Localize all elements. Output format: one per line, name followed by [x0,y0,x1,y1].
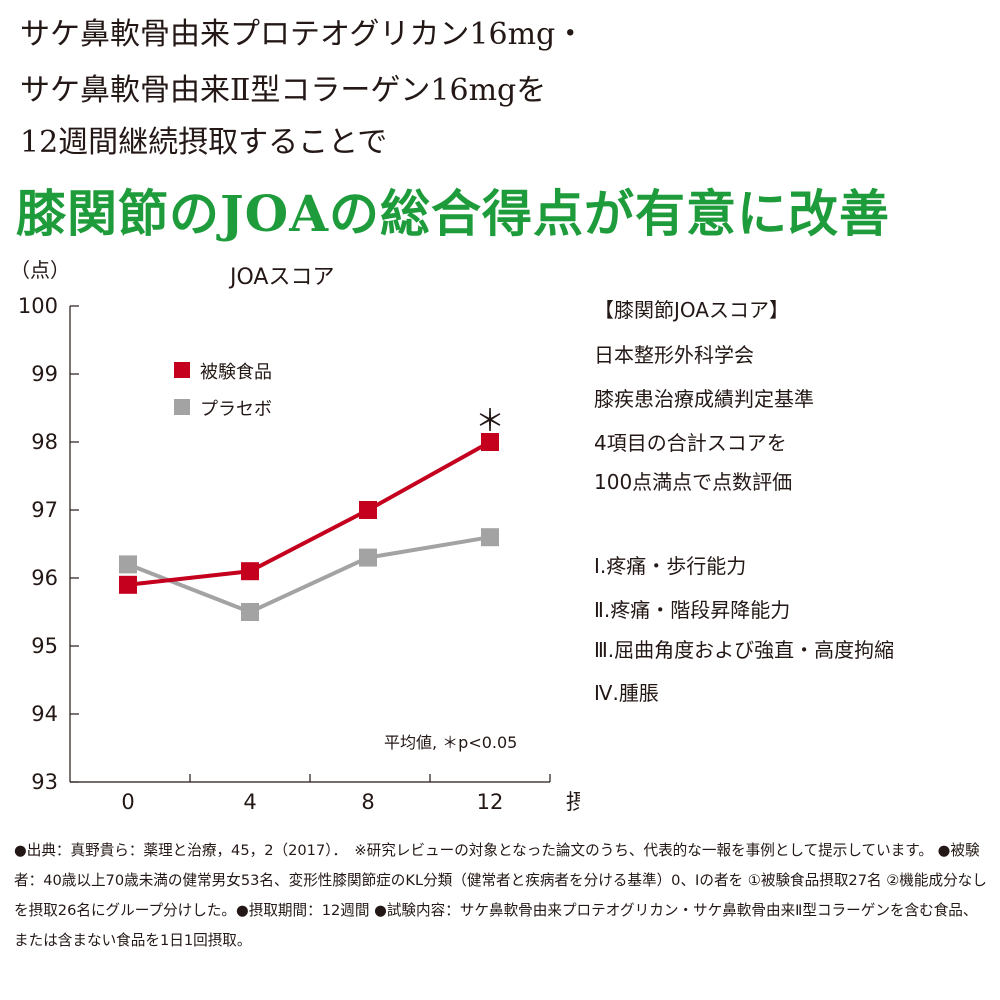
data-point [119,575,137,594]
info-box-line: 日本整形外科学会 [594,343,754,367]
footnote-text: ●出典：真野貴ら：薬理と治療，45，2（2017）． ※研究レビューの対象となっ… [14,842,987,949]
data-point [241,603,259,621]
chart-axes [69,306,550,783]
chart-note: 平均値, ＊p<0.05 [384,733,517,752]
info-box-item: Ⅲ.屈曲角度および強直・高度拘縮 [594,638,895,662]
x-axis-ticks: 0 4 8 12 [121,774,551,814]
significance-marker: ＊ [475,404,505,439]
intro-line-1: サケ鼻軟骨由来プロテオグリカン16mg・ [20,17,586,52]
data-point [359,501,377,519]
info-box-item: Ⅰ.疼痛・歩行能力 [594,554,747,578]
data-point [119,555,137,574]
legend-label: 被験食品 [200,362,272,383]
y-axis-ticks: 93 94 95 96 97 98 99 100 [18,294,79,794]
x-tick-label: 12 [477,790,504,814]
series-placebo [119,528,499,621]
intro-line-3: 12週間継続摂取することで [20,125,388,160]
y-tick-label: 96 [31,566,58,590]
series-line [127,440,491,587]
x-tick-label: 0 [121,790,134,814]
info-box-line: 100点満点で点数評価 [594,470,793,494]
data-point [359,548,377,567]
info-box-heading: 【膝関節JOAスコア】 [594,298,789,322]
headline: 膝関節のJOAの総合得点が有意に改善 [16,184,891,243]
x-tick-label: 8 [361,790,374,814]
legend-swatch [174,399,190,415]
legend-label: プラセボ [200,399,272,420]
y-tick-label: 94 [31,702,58,726]
data-point [481,528,499,547]
data-point [241,562,259,581]
info-box-item: Ⅱ.疼痛・階段昇降能力 [594,598,791,622]
y-tick-label: 99 [31,362,58,386]
y-axis-unit-label: （点） [10,258,70,282]
chart-series [119,433,499,621]
y-tick-label: 98 [31,430,58,454]
legend-swatch [174,362,190,378]
x-tick-label: 4 [243,790,256,814]
footnote: ●出典：真野貴ら：薬理と治療，45，2（2017）． ※研究レビューの対象となっ… [14,836,989,956]
y-tick-label: 95 [31,634,58,658]
y-tick-label: 93 [31,770,58,794]
info-box-item: Ⅳ.腫脹 [594,681,659,705]
series-test-food [119,433,499,594]
chart-title: JOAスコア [228,265,334,290]
info-box-line: 膝疾患治療成績判定基準 [594,387,814,411]
intro-line-2: サケ鼻軟骨由来Ⅱ型コラーゲン16mgを [20,73,547,108]
data-point [481,433,499,451]
joa-score-chart: （点） JOAスコア 93 94 95 96 97 98 99 100 0 4 8 12 被験食品プ… [10,258,580,814]
y-tick-label: 97 [31,498,58,522]
info-box-line: 4項目の合計スコアを [594,431,787,455]
y-tick-label: 100 [18,294,58,318]
x-axis-title: 摂取期間（週） [566,790,580,814]
series-line [127,535,491,614]
